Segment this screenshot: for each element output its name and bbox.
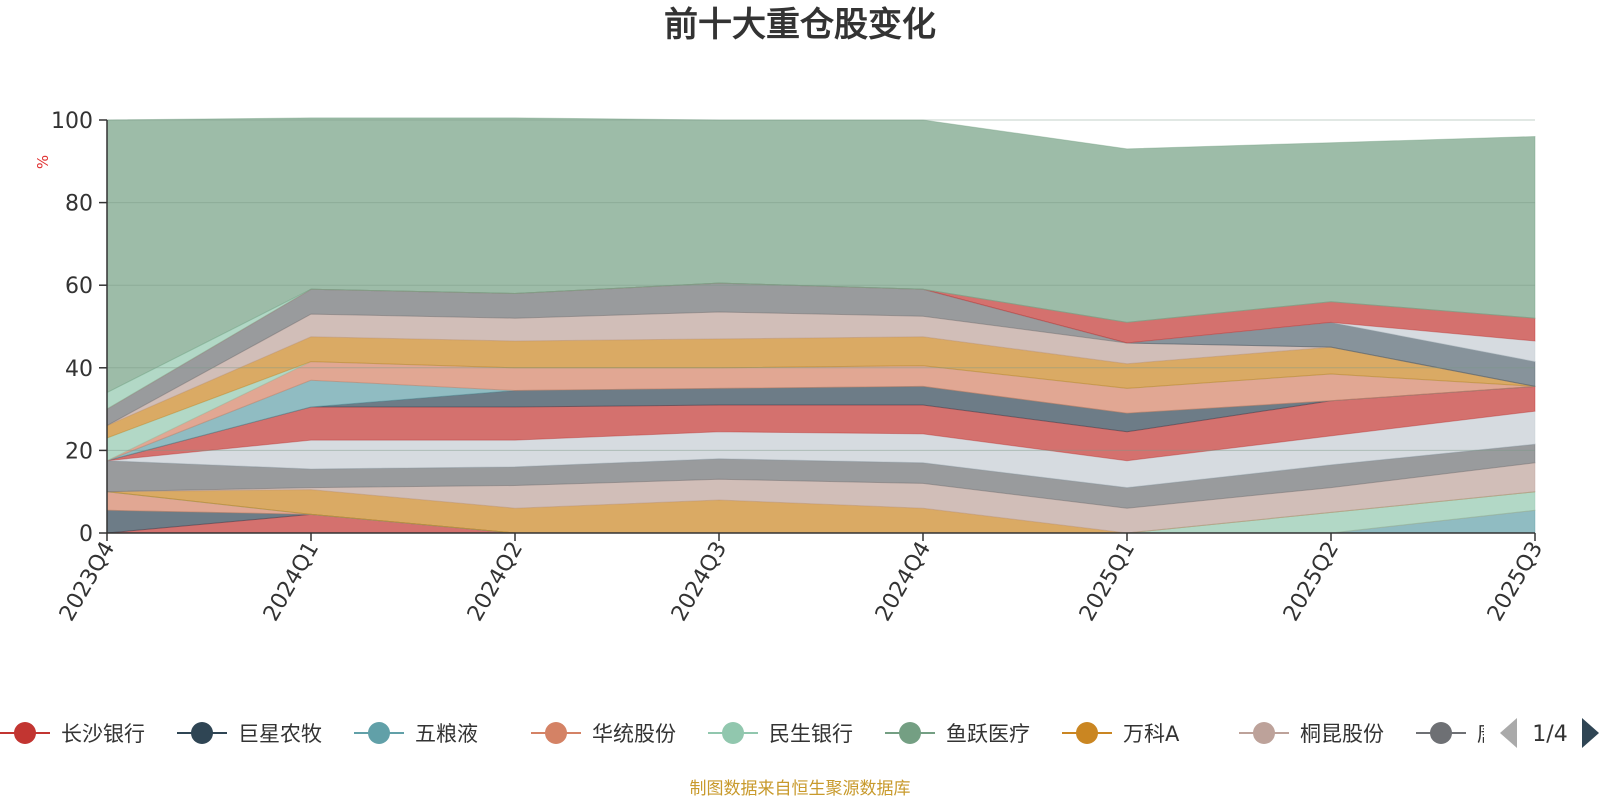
- x-tick-label: 2024Q4: [871, 538, 936, 626]
- x-tick-label: 2025Q1: [1075, 538, 1140, 626]
- legend-marker-icon: [14, 722, 36, 744]
- y-axis-unit-label: %: [34, 155, 52, 169]
- legend-marker-icon: [1076, 722, 1098, 744]
- legend-label: 五粮液: [415, 722, 478, 746]
- legend-label: 华统股份: [592, 722, 676, 746]
- area-其他: [106, 117, 1536, 394]
- chart-title: 前十大重仓股变化: [664, 5, 936, 45]
- x-tick-label: 2025Q2: [1279, 538, 1344, 626]
- legend-page-indicator: 1/4: [1532, 722, 1567, 747]
- legend-marker-icon: [1430, 722, 1452, 744]
- y-tick-label: 20: [65, 439, 93, 464]
- y-tick-label: 80: [65, 192, 93, 217]
- legend-label: 万科A: [1123, 722, 1180, 746]
- legend-marker-icon: [368, 722, 390, 744]
- x-tick-label: 2024Q2: [463, 538, 528, 626]
- y-tick-label: 100: [51, 109, 93, 134]
- legend-marker-icon: [545, 722, 567, 744]
- legend-label: 巨星农牧: [238, 722, 322, 746]
- area-新希望: [106, 410, 1536, 489]
- x-tick-label: 2024Q3: [667, 538, 732, 626]
- legend-item-华统股份[interactable]: 华统股份: [531, 722, 676, 746]
- legend-label: 唐人神: [1477, 722, 1540, 746]
- legend-marker-icon: [1253, 722, 1275, 744]
- legend-next-page-icon[interactable]: [1582, 718, 1599, 748]
- legend-prev-page-icon[interactable]: [1500, 718, 1517, 748]
- area-圣农发展: [106, 336, 1536, 439]
- legend-label: 民生银行: [769, 722, 853, 746]
- legend-item-鱼跃医疗[interactable]: 鱼跃医疗: [885, 722, 1030, 746]
- legend-item-唐人神[interactable]: 唐人神: [1416, 722, 1540, 746]
- legend-label: 长沙银行: [61, 722, 145, 746]
- y-tick-label: 60: [65, 274, 93, 299]
- x-tick-label: 2025Q3: [1483, 538, 1548, 626]
- legend-item-民生银行[interactable]: 民生银行: [708, 722, 853, 746]
- legend-marker-icon: [899, 722, 921, 744]
- legend-item-长沙银行[interactable]: 长沙银行: [0, 722, 145, 746]
- area-series-group: [106, 117, 1536, 534]
- legend-marker-icon: [722, 722, 744, 744]
- x-tick-label: 2023Q4: [55, 538, 120, 626]
- legend-pager: 1/4: [1500, 718, 1599, 748]
- y-tick-label: 0: [79, 522, 93, 547]
- legend-label: 鱼跃医疗: [946, 722, 1030, 746]
- legend-item-巨星农牧[interactable]: 巨星农牧: [177, 722, 322, 746]
- legend-item-桐昆股份[interactable]: 桐昆股份: [1239, 722, 1384, 746]
- legend-marker-icon: [191, 722, 213, 744]
- legend-item-万科A[interactable]: 万科A: [1062, 722, 1180, 746]
- legend-item-五粮液[interactable]: 五粮液: [354, 722, 478, 746]
- y-tick-label: 40: [65, 357, 93, 382]
- data-source-note: 制图数据来自恒生聚源数据库: [690, 779, 911, 799]
- legend-label: 桐昆股份: [1300, 722, 1384, 746]
- x-tick-label: 2024Q1: [259, 538, 324, 626]
- legend: 长沙银行 巨星农牧 五粮液 华统股份 民生银行 鱼跃医疗 万科A 桐昆股份 唐人神: [0, 722, 1540, 746]
